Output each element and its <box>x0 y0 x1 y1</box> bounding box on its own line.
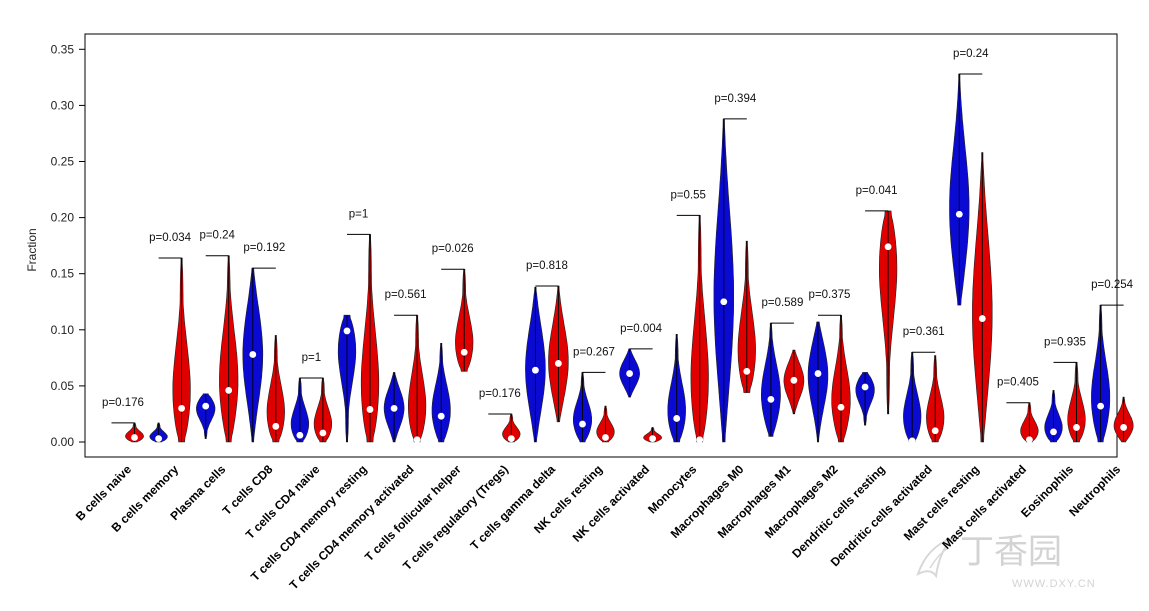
watermark-url: WWW.DXY.CN <box>1012 578 1096 590</box>
p-value-label: p=0.375 <box>809 289 851 301</box>
p-value-label: p=0.026 <box>432 243 474 255</box>
x-category-label: T cells follicular helper <box>362 462 464 564</box>
median-point <box>507 435 515 443</box>
median-point <box>673 415 681 422</box>
watermark: 丁香园 WWW.DXY.CN <box>916 533 1096 590</box>
watermark-logo-icon <box>916 535 956 579</box>
p-value-label: p=0.24 <box>953 48 989 60</box>
y-tick-label: 0.20 <box>51 211 75 225</box>
y-tick-label: 0.25 <box>51 155 75 169</box>
median-point <box>413 436 421 444</box>
median-point <box>649 435 656 443</box>
median-point <box>532 366 539 374</box>
median-point <box>1120 424 1127 431</box>
median-point <box>978 315 986 322</box>
p-value-label: p=0.361 <box>903 326 945 338</box>
x-category-label: T cells gamma delta <box>467 462 558 553</box>
p-value-label: p=0.267 <box>573 346 615 358</box>
y-tick-label: 0.35 <box>51 42 75 56</box>
y-tick-label: 0.15 <box>51 267 75 281</box>
median-point <box>108 438 115 446</box>
median-point <box>366 406 374 413</box>
median-point <box>696 436 704 444</box>
median-point <box>908 437 916 445</box>
median-point <box>579 420 586 428</box>
median-point <box>1026 436 1033 444</box>
p-value-label: p=0.935 <box>1044 336 1086 348</box>
p-value-label: p=0.589 <box>761 297 803 309</box>
median-point <box>131 434 138 441</box>
y-tick-label: 0.30 <box>51 98 75 112</box>
median-point <box>343 327 351 335</box>
y-tick-label: 0.00 <box>51 435 75 449</box>
x-category-label: Neutrophils <box>1066 462 1123 519</box>
median-point <box>767 395 775 403</box>
p-value-label: p=0.561 <box>385 289 427 301</box>
p-value-label: p=0.254 <box>1091 279 1133 291</box>
median-point <box>861 383 869 391</box>
p-value-label: p=0.405 <box>997 377 1039 389</box>
y-axis: 0.00 0.05 0.10 0.15 0.20 0.25 0.30 0.35 <box>51 42 85 449</box>
p-value-label: p=0.034 <box>149 232 191 244</box>
median-point <box>437 412 445 420</box>
median-point <box>178 404 186 412</box>
median-point <box>884 243 892 251</box>
p-value-label: p=0.394 <box>714 93 756 105</box>
plot-frame <box>84 33 1118 458</box>
median-point <box>225 386 233 394</box>
median-point <box>249 351 257 358</box>
median-point <box>1097 402 1104 410</box>
y-axis-label: Fraction <box>25 228 39 271</box>
watermark-text: 丁香园 <box>960 533 1062 571</box>
p-value-label: p=0.004 <box>620 323 662 335</box>
median-point <box>484 438 492 446</box>
median-point <box>955 210 963 218</box>
median-point <box>720 298 728 306</box>
median-point <box>837 403 845 411</box>
median-point <box>460 348 468 356</box>
p-value-label: p=0.24 <box>199 230 235 242</box>
violins <box>108 73 1134 446</box>
median-point <box>390 404 398 412</box>
median-point <box>743 367 751 375</box>
median-point <box>319 429 327 437</box>
p-value-label: p=0.176 <box>102 397 144 409</box>
x-category-label: Dendritic cells resting <box>789 462 888 561</box>
p-value-label: p=0.818 <box>526 260 568 272</box>
p-value-label: p=0.176 <box>479 388 521 400</box>
median-point <box>790 376 798 384</box>
median-point <box>602 434 609 441</box>
p-value-label: p=1 <box>349 208 369 220</box>
y-tick-label: 0.05 <box>51 379 75 393</box>
median-point <box>626 370 633 377</box>
p-value-label: p=0.041 <box>856 185 898 197</box>
median-point <box>814 370 822 377</box>
median-point <box>1003 438 1010 446</box>
y-tick-label: 0.10 <box>51 323 75 337</box>
p-value-label: p=0.192 <box>243 242 285 254</box>
p-value-labels: p=0.176 p=0.034 p=0.24 p=0.192 p=1 p=1 p=0.561… <box>102 48 1134 424</box>
median-point <box>296 431 304 439</box>
median-point <box>555 360 562 367</box>
median-point <box>272 422 280 430</box>
p-value-label: p=1 <box>302 352 322 364</box>
median-point <box>1050 428 1057 436</box>
median-point <box>1073 424 1080 431</box>
median-point <box>202 402 210 410</box>
p-value-label: p=0.55 <box>670 189 706 201</box>
median-point <box>931 427 939 435</box>
median-point <box>155 435 163 443</box>
